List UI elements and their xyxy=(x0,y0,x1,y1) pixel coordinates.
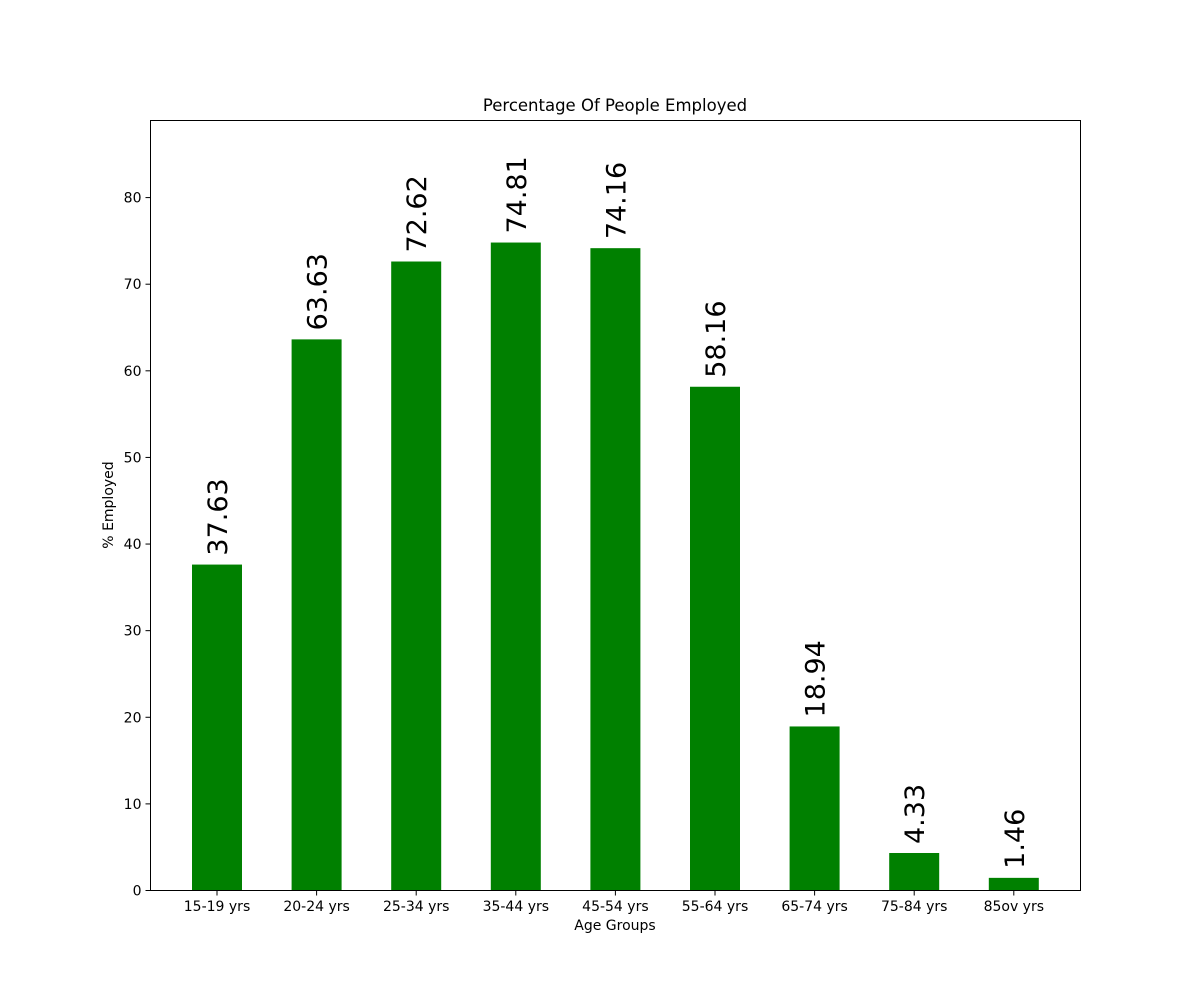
data-labels-group: 37.63 63.63 72.62 74.81 74.16 58.16 18.94 4.33 1… xyxy=(203,156,1031,869)
y-tick-label: 0 xyxy=(133,884,142,900)
x-tick-label: 55-64 yrs xyxy=(682,899,748,915)
y-axis: 0 10 20 30 40 50 60 70 80 xyxy=(124,191,151,900)
data-label: 37.63 xyxy=(203,478,234,555)
y-tick-label: 60 xyxy=(124,364,142,380)
bars-group xyxy=(192,242,1039,891)
x-axis-label: Age Groups xyxy=(574,918,655,934)
chart-title: Percentage Of People Employed xyxy=(483,96,747,115)
x-tick-label: 45-54 yrs xyxy=(582,899,648,915)
data-label: 18.94 xyxy=(801,640,832,717)
bar-45-54-yrs xyxy=(590,248,641,891)
y-tick-label: 80 xyxy=(124,191,142,207)
data-label: 4.33 xyxy=(900,784,931,844)
data-label: 58.16 xyxy=(701,300,732,377)
bar-15-19-yrs xyxy=(192,564,242,891)
y-tick-label: 70 xyxy=(124,277,142,293)
x-tick-label: 85ov yrs xyxy=(984,899,1044,915)
bar-25-34-yrs xyxy=(391,261,442,891)
x-tick-label: 65-74 yrs xyxy=(781,899,847,915)
y-tick-label: 30 xyxy=(124,624,142,640)
bar-35-44-yrs xyxy=(490,242,541,891)
bar-55-64-yrs xyxy=(690,386,740,891)
data-label: 72.62 xyxy=(402,175,433,252)
x-tick-label: 20-24 yrs xyxy=(283,899,349,915)
y-axis-label: % Employed xyxy=(101,461,117,548)
bar-20-24-yrs xyxy=(291,339,342,891)
data-label: 1.46 xyxy=(1000,809,1031,869)
x-axis: 15-19 yrs 20-24 yrs 25-34 yrs 35-44 yrs 45-5… xyxy=(184,890,1044,915)
x-tick-label: 75-84 yrs xyxy=(881,899,947,915)
x-tick-label: 15-19 yrs xyxy=(184,899,250,915)
y-tick-label: 40 xyxy=(124,537,142,553)
bar-65-74-yrs xyxy=(789,726,840,891)
data-label: 74.81 xyxy=(502,156,533,233)
plot-frame xyxy=(150,120,1081,891)
bar-75-84-yrs xyxy=(889,852,940,891)
x-tick-label: 25-34 yrs xyxy=(383,899,449,915)
y-tick-label: 50 xyxy=(124,450,142,466)
bar-85ov-yrs xyxy=(988,877,1039,891)
x-tick-label: 35-44 yrs xyxy=(483,899,549,915)
data-label: 74.16 xyxy=(601,162,632,239)
y-tick-label: 10 xyxy=(124,797,142,813)
data-label: 63.63 xyxy=(303,253,334,330)
y-tick-label: 20 xyxy=(124,710,142,726)
